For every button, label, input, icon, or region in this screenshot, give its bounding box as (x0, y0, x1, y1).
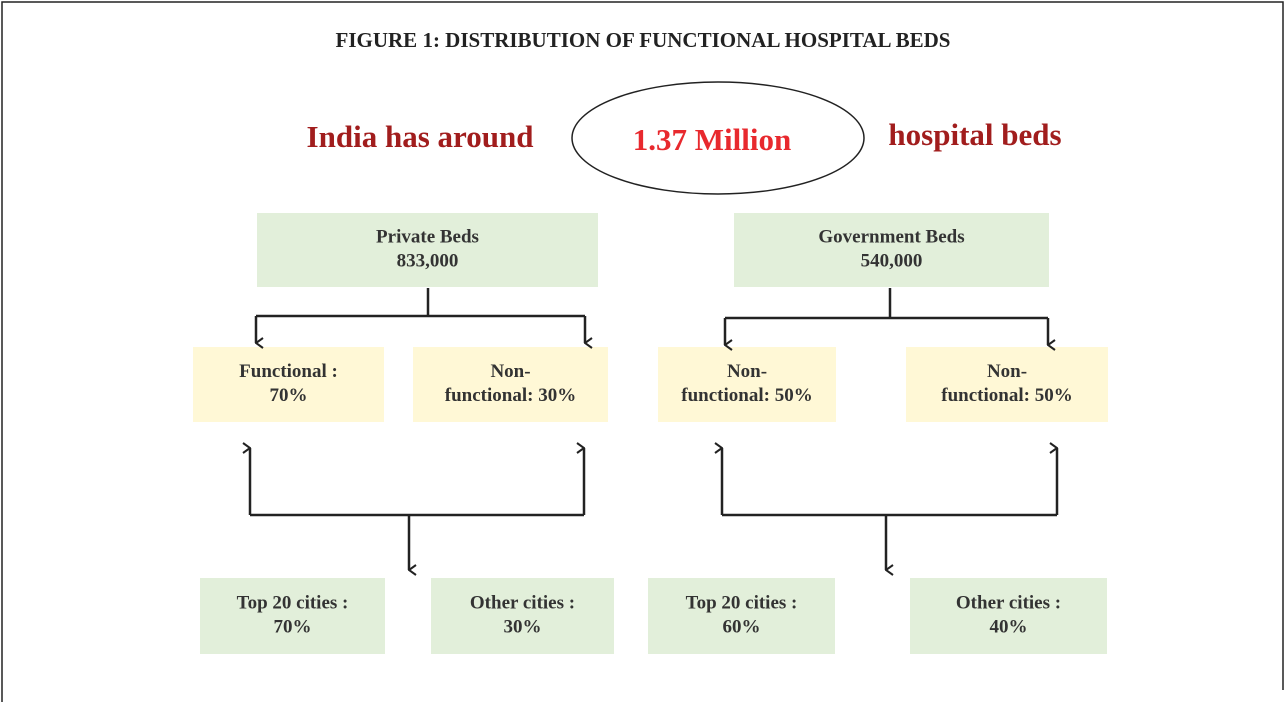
city-box-text: 40% (990, 616, 1028, 637)
city-box-text: Top 20 cities : (686, 592, 798, 613)
split-box-text: Non- (987, 361, 1027, 382)
headline-highlight: 1.37 Million (633, 122, 791, 157)
split-box-text: Functional : (239, 361, 338, 382)
connectors (250, 288, 1059, 570)
group-box-text: Private Beds (376, 226, 479, 247)
group-box-text: Government Beds (818, 226, 964, 247)
split-box-text: functional: 50% (941, 385, 1072, 406)
group-box (257, 213, 598, 287)
city-box (200, 578, 385, 654)
split-box (193, 347, 384, 422)
split-box-text: functional: 50% (681, 385, 812, 406)
headline-after: hospital beds (888, 117, 1061, 152)
city-box-text: 60% (723, 616, 761, 637)
city-box-text: Top 20 cities : (237, 592, 349, 613)
city-box (648, 578, 835, 654)
group-box-text: 833,000 (397, 250, 459, 271)
split-box (658, 347, 836, 422)
city-box (910, 578, 1107, 654)
split-box (906, 347, 1108, 422)
group-box (734, 213, 1049, 287)
split-box-text: Non- (490, 361, 530, 382)
city-box-text: Other cities : (956, 592, 1061, 613)
city-box-text: 70% (274, 616, 312, 637)
highlight-ellipse (571, 81, 865, 195)
split-box-text: Non- (727, 361, 767, 382)
city-box (431, 578, 614, 654)
city-box-text: Other cities : (470, 592, 575, 613)
city-box-text: 30% (504, 616, 542, 637)
headline-before: India has around (307, 119, 534, 154)
split-box-text: 70% (270, 385, 308, 406)
split-box (413, 347, 608, 422)
title: FIGURE 1: DISTRIBUTION OF FUNCTIONAL HOS… (336, 28, 951, 52)
group-box-text: 540,000 (861, 250, 923, 271)
split-box-text: functional: 30% (445, 385, 576, 406)
